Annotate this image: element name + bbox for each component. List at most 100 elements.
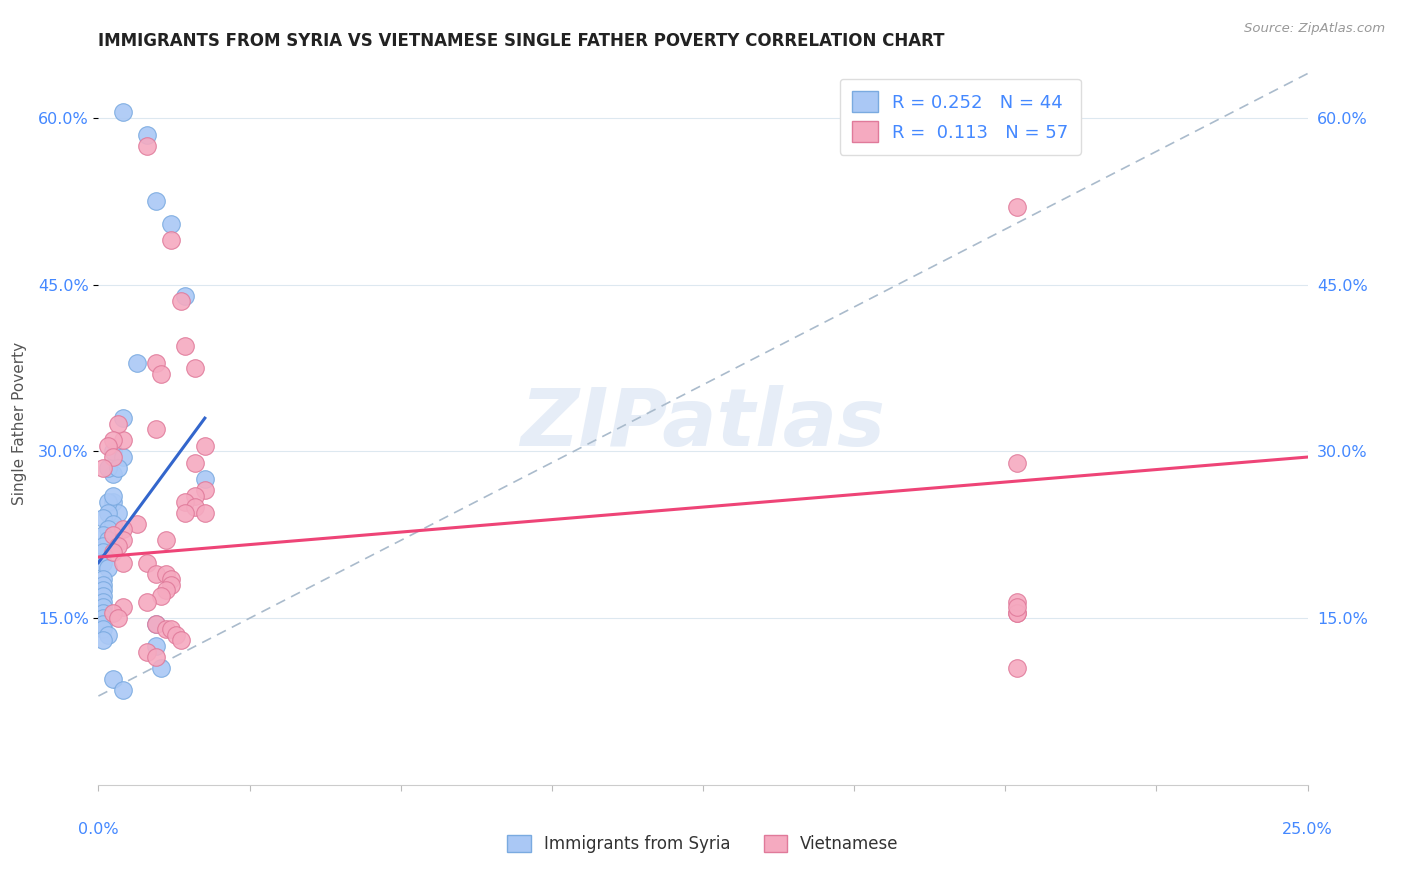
Point <box>127 355 149 369</box>
Point <box>91 461 114 475</box>
Point <box>91 611 114 625</box>
Point <box>101 444 124 458</box>
Point <box>107 461 129 475</box>
Point <box>194 506 217 520</box>
Point <box>91 539 114 553</box>
Point <box>91 589 114 603</box>
Point <box>1007 600 1029 615</box>
Point <box>91 572 114 586</box>
Point <box>145 566 167 581</box>
Text: ZIPatlas: ZIPatlas <box>520 384 886 463</box>
Point <box>150 661 173 675</box>
Point <box>145 616 167 631</box>
Point <box>101 467 124 481</box>
Point <box>91 606 114 620</box>
Point <box>194 439 217 453</box>
Point <box>165 628 187 642</box>
Point <box>155 533 177 548</box>
Point <box>97 522 120 536</box>
Point <box>135 138 157 153</box>
Point <box>107 539 129 553</box>
Point <box>101 606 124 620</box>
Y-axis label: Single Father Poverty: Single Father Poverty <box>11 343 27 505</box>
Point <box>155 566 177 581</box>
Point <box>91 544 114 558</box>
Point <box>91 583 114 598</box>
Point <box>97 533 120 548</box>
Point <box>1007 200 1029 214</box>
Point <box>107 506 129 520</box>
Point <box>101 434 124 448</box>
Point <box>184 456 207 470</box>
Point <box>160 217 183 231</box>
Point <box>111 600 134 615</box>
Point <box>101 494 124 508</box>
Point <box>107 417 129 431</box>
Legend: Immigrants from Syria, Vietnamese: Immigrants from Syria, Vietnamese <box>501 828 905 860</box>
Point <box>101 528 124 542</box>
Point <box>107 611 129 625</box>
Point <box>174 339 197 353</box>
Point <box>111 434 134 448</box>
Point <box>135 556 157 570</box>
Point <box>101 544 124 558</box>
Point <box>97 439 120 453</box>
Point <box>91 600 114 615</box>
Text: IMMIGRANTS FROM SYRIA VS VIETNAMESE SINGLE FATHER POVERTY CORRELATION CHART: IMMIGRANTS FROM SYRIA VS VIETNAMESE SING… <box>98 32 945 50</box>
Point <box>91 556 114 570</box>
Point <box>160 572 183 586</box>
Point <box>174 506 197 520</box>
Point <box>135 644 157 658</box>
Point <box>101 489 124 503</box>
Point <box>1007 606 1029 620</box>
Point <box>184 500 207 514</box>
Point <box>111 533 134 548</box>
Point <box>97 494 120 508</box>
Point <box>91 511 114 525</box>
Point <box>127 516 149 531</box>
Point <box>174 494 197 508</box>
Text: Source: ZipAtlas.com: Source: ZipAtlas.com <box>1244 22 1385 36</box>
Point <box>135 594 157 608</box>
Point <box>145 650 167 665</box>
Point <box>160 623 183 637</box>
Point <box>91 594 114 608</box>
Point <box>150 589 173 603</box>
Text: 0.0%: 0.0% <box>79 822 118 837</box>
Point <box>91 623 114 637</box>
Point <box>160 578 183 592</box>
Point <box>101 516 124 531</box>
Point <box>97 461 120 475</box>
Point <box>111 683 134 698</box>
Text: 25.0%: 25.0% <box>1282 822 1333 837</box>
Point <box>91 633 114 648</box>
Point <box>155 583 177 598</box>
Point <box>111 105 134 120</box>
Point <box>145 639 167 653</box>
Point <box>97 628 120 642</box>
Point <box>160 233 183 247</box>
Point <box>150 367 173 381</box>
Point <box>174 289 197 303</box>
Point <box>111 556 134 570</box>
Point <box>101 673 124 687</box>
Point <box>1007 606 1029 620</box>
Point <box>194 472 217 486</box>
Point <box>145 355 167 369</box>
Point <box>111 450 134 464</box>
Point <box>97 561 120 575</box>
Point <box>184 361 207 376</box>
Point <box>111 522 134 536</box>
Point <box>155 623 177 637</box>
Point <box>194 483 217 498</box>
Point <box>169 294 191 309</box>
Point <box>184 489 207 503</box>
Point <box>145 616 167 631</box>
Point <box>91 528 114 542</box>
Point <box>1007 594 1029 608</box>
Point <box>145 194 167 209</box>
Point <box>1007 456 1029 470</box>
Point <box>145 422 167 436</box>
Point <box>111 411 134 425</box>
Point <box>1007 88 1029 103</box>
